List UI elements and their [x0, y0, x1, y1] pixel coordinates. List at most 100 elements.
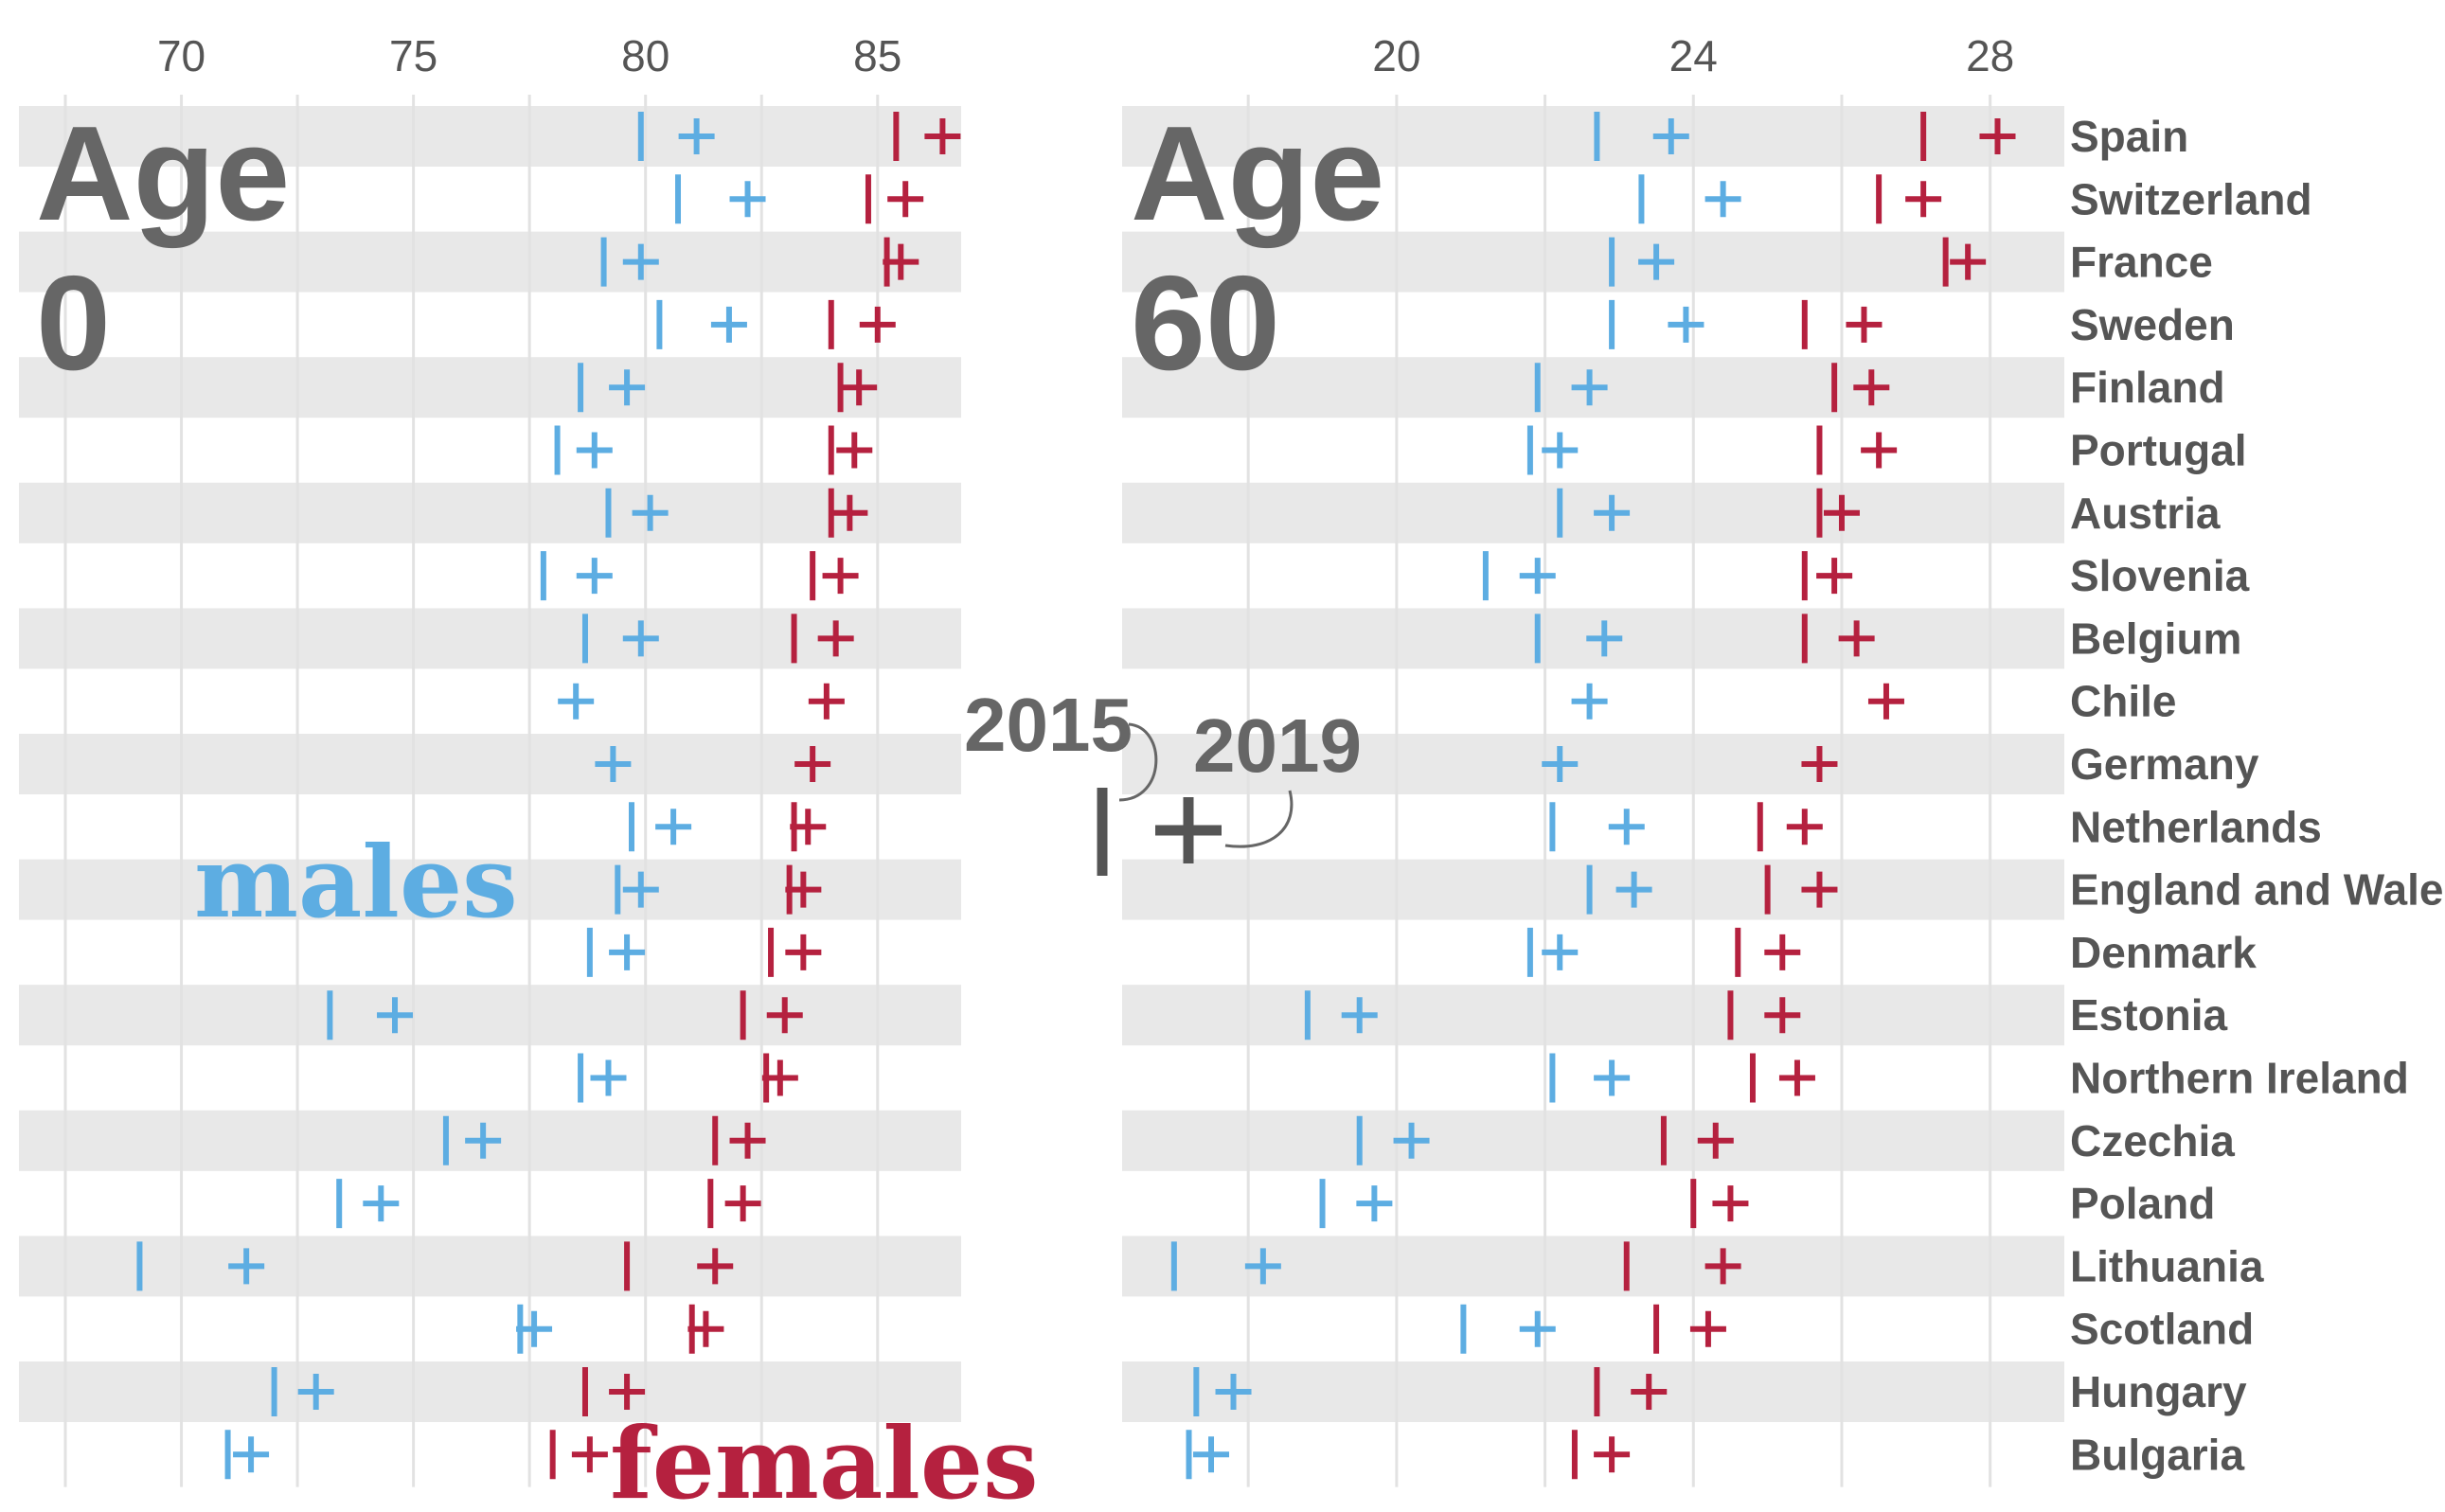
tick-label-age0-70: 70: [157, 31, 205, 80]
mark-age0-males-2019-france: [622, 243, 659, 280]
tick-label-age0-75: 75: [389, 31, 437, 80]
country-label-belgium: Belgium: [2070, 614, 2241, 663]
mark-age60-males-2019-scotland: [1519, 1310, 1556, 1347]
mark-age0-males-2019-scotland: [516, 1310, 553, 1347]
mark-age0-females-2019-poland: [724, 1185, 761, 1222]
mark-age60-males-2019-czechia: [1393, 1122, 1430, 1159]
country-label-hungary: Hungary: [2070, 1367, 2247, 1416]
mark-age60-females-2019-netherlands: [1786, 809, 1823, 845]
mark-age60-females-2019-bulgaria: [1594, 1436, 1631, 1473]
mark-age60-females-2019-switzerland: [1905, 181, 1942, 218]
country-label-england-and-wales: England and Wales: [2070, 865, 2445, 915]
country-label-austria: Austria: [2070, 489, 2221, 538]
mark-age60-males-2019-chile: [1571, 683, 1608, 720]
tick-label-age0-85: 85: [853, 31, 901, 80]
mark-age0-females-2019-bulgaria: [571, 1436, 608, 1473]
mark-age60-females-2019-northern-ireland: [1778, 1059, 1815, 1096]
mark-age60-females-2019-slovenia: [1816, 558, 1853, 595]
row-band-age60-20: [1122, 1361, 2064, 1422]
mark-age0-males-2019-lithuania: [228, 1248, 265, 1285]
mark-age60-males-2019-poland: [1356, 1185, 1393, 1222]
mark-age0-females-2019-switzerland: [887, 181, 924, 218]
row-band-age0-6: [19, 482, 961, 543]
mark-age0-males-2019-slovenia: [576, 558, 613, 595]
row-band-age60-12: [1122, 859, 2064, 920]
mark-age0-females-2019-northern-ireland: [761, 1059, 798, 1096]
mark-age0-males-2019-northern-ireland: [590, 1059, 627, 1096]
mark-age0-females-2019-chile: [808, 683, 845, 720]
mark-age60-females-2019-austria: [1823, 494, 1860, 531]
mark-age60-females-2019-czechia: [1697, 1122, 1734, 1159]
row-band-age60-0: [1122, 106, 2064, 167]
country-label-bulgaria: Bulgaria: [2070, 1430, 2244, 1479]
panel-age60-title-line2: 60: [1131, 248, 1280, 399]
country-labels: Spain Switzerland France Sweden Finland Portu…: [2070, 112, 2445, 1479]
mark-age0-females-2019-denmark: [785, 934, 822, 970]
row-band-age60-14: [1122, 985, 2064, 1046]
mark-age60-males-2019-hungary: [1215, 1374, 1252, 1410]
mark-age60-males-2019-estonia: [1341, 997, 1378, 1034]
country-label-denmark: Denmark: [2070, 928, 2257, 977]
legend-connector-2015: [1118, 722, 1158, 802]
mark-age0-males-2019-poland: [363, 1185, 400, 1222]
mark-age60-females-2019-estonia: [1764, 997, 1801, 1034]
mark-age0-males-2019-england-and-wales: [622, 871, 659, 908]
mark-age60-males-2019-bulgaria: [1193, 1436, 1230, 1473]
mark-age60-males-2019-lithuania: [1244, 1248, 1281, 1285]
mark-age0-males-2019-portugal: [576, 432, 613, 469]
panel-age0-title-line2: 0: [36, 248, 111, 399]
mark-age60-females-2019-france: [1950, 243, 1987, 280]
year-legend: 2015 2019: [964, 683, 1362, 876]
country-label-france: France: [2070, 238, 2213, 287]
mark-age60-females-2019-scotland: [1689, 1310, 1726, 1347]
mark-age0-females-2019-estonia: [766, 997, 803, 1034]
mark-age0-males-2019-austria: [632, 494, 669, 531]
row-band-age0-18: [19, 1236, 961, 1297]
row-band-age60-10: [1122, 734, 2064, 794]
country-label-netherlands: Netherlands: [2070, 802, 2322, 851]
tick-label-age60-28: 28: [1966, 31, 2014, 80]
row-band-age60-16: [1122, 1110, 2064, 1171]
panel-age60-title-line1: Age: [1131, 98, 1384, 249]
mark-age0-females-2019-belgium: [817, 620, 854, 657]
mark-age0-males-2019-denmark: [609, 934, 646, 970]
mark-age60-males-2019-germany: [1542, 746, 1579, 782]
country-label-scotland: Scotland: [2070, 1305, 2254, 1354]
mark-age60-males-2019-sweden: [1668, 306, 1704, 343]
legend-connector-2019: [1224, 790, 1294, 848]
mark-age60-females-2019-finland: [1853, 369, 1890, 406]
mark-age0-females-2019-finland: [841, 369, 878, 406]
mark-age60-females-2019-lithuania: [1704, 1248, 1741, 1285]
row-band-age0-2: [19, 231, 961, 293]
mark-age0-males-2019-finland: [609, 369, 646, 406]
mark-age60-males-2019-england-and-wales: [1615, 871, 1652, 908]
row-band-age60-2: [1122, 231, 2064, 293]
mark-age60-females-2019-hungary: [1631, 1374, 1668, 1410]
mark-age0-females-2019-slovenia: [822, 558, 859, 595]
mark-age60-males-2019-belgium: [1586, 620, 1623, 657]
mark-age0-females-2019-netherlands: [790, 809, 827, 845]
tick-label-age0-80: 80: [621, 31, 669, 80]
females-label: females: [610, 1405, 1039, 1512]
males-label: males: [194, 824, 518, 940]
mark-age60-females-2019-germany: [1801, 746, 1838, 782]
mark-age60-males-2019-netherlands: [1608, 809, 1645, 845]
row-band-age0-0: [19, 106, 961, 167]
mark-age0-males-2019-spain: [678, 118, 715, 154]
mark-age60-females-2019-belgium: [1838, 620, 1875, 657]
country-label-lithuania: Lithuania: [2070, 1241, 2264, 1290]
mark-age60-females-2019-spain: [1979, 118, 2016, 154]
mark-age60-females-2019-poland: [1712, 1185, 1749, 1222]
mark-age0-females-2019-sweden: [859, 306, 896, 343]
data-marks: [136, 112, 2016, 1480]
mark-age0-males-2019-estonia: [377, 997, 414, 1034]
mark-age0-females-2019-scotland: [687, 1310, 724, 1347]
row-bands: [19, 106, 2064, 1422]
mark-age0-females-2019-hungary: [609, 1374, 646, 1410]
mark-age60-females-2019-chile: [1867, 683, 1904, 720]
row-band-age60-6: [1122, 482, 2064, 543]
axis-tick-labels: 70 75 80 85 20 24 28: [157, 31, 2014, 80]
mark-age60-females-2019-england-and-wales: [1801, 871, 1838, 908]
mark-age0-females-2019-spain: [924, 118, 961, 154]
